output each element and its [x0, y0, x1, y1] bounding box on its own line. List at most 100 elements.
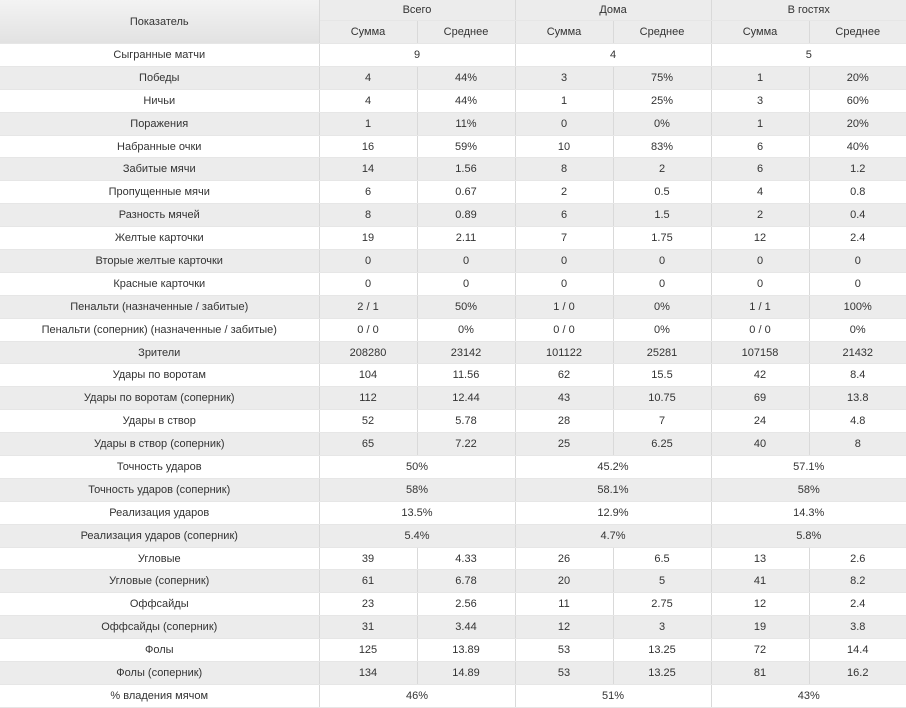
table-cell: 0 — [809, 272, 906, 296]
table-cell: 4 — [319, 89, 418, 113]
table-cell: 3 — [515, 66, 614, 90]
table-cell: 7 — [515, 226, 614, 251]
table-cell: 16.2 — [809, 661, 906, 685]
table-cell: 0% — [613, 112, 712, 136]
table-cell: 0 — [515, 272, 614, 296]
table-cell: 0.5 — [613, 180, 712, 205]
subheader-average: Среднее — [809, 20, 906, 44]
table-cell: 1.5 — [613, 203, 712, 228]
table-cell: 14.89 — [417, 661, 516, 685]
table-cell: 13.25 — [613, 638, 712, 663]
table-cell: 6.25 — [613, 432, 712, 457]
table-cell: 4.7% — [515, 524, 712, 548]
table-cell: 42 — [711, 363, 810, 388]
subheader-sum: Сумма — [319, 20, 418, 44]
table-cell: 0 / 0 — [711, 318, 810, 342]
table-row: Пенальти (назначенные / забитые) 2 / 1 50%… — [0, 295, 906, 319]
table-cell: 53 — [515, 638, 614, 663]
table-cell: 58% — [319, 478, 516, 502]
table-cell: 2.75 — [613, 592, 712, 617]
row-label: Сыгранные матчи — [0, 43, 320, 67]
table-cell: 3.8 — [809, 615, 906, 640]
row-label: % владения мячом — [0, 684, 320, 708]
table-cell: 4 — [711, 180, 810, 205]
table-cell: 0 — [711, 249, 810, 273]
table-row: Разность мячей 8 0.89 6 1.5 2 0.4 — [0, 203, 906, 228]
table-row: Точность ударов 50% 45.2% 57.1% — [0, 455, 906, 479]
table-cell: 3 — [613, 615, 712, 640]
table-cell: 50% — [417, 295, 516, 319]
table-cell: 13.25 — [613, 661, 712, 685]
table-cell: 2.4 — [809, 226, 906, 251]
table-cell: 11.56 — [417, 363, 516, 388]
subheader-sum: Сумма — [711, 20, 810, 44]
table-cell: 0.8 — [809, 180, 906, 205]
table-cell: 2 — [515, 180, 614, 205]
row-label: Угловые — [0, 547, 320, 571]
table-cell: 69 — [711, 386, 810, 411]
table-cell: 5.8% — [711, 524, 906, 548]
table-cell: 0 — [613, 272, 712, 296]
row-label: Вторые желтые карточки — [0, 249, 320, 273]
table-cell: 8 — [809, 432, 906, 457]
table-cell: 2.6 — [809, 547, 906, 571]
table-row: Желтые карточки 19 2.11 7 1.75 12 2.4 — [0, 226, 906, 251]
row-label: Забитые мячи — [0, 157, 320, 182]
table-row: Оффсайды (соперник) 31 3.44 12 3 19 3.8 — [0, 615, 906, 640]
table-cell: 20% — [809, 66, 906, 90]
group-header-away: В гостях — [711, 0, 906, 21]
table-cell: 101122 — [515, 341, 614, 365]
table-cell: 81 — [711, 661, 810, 685]
table-cell: 10 — [515, 135, 614, 159]
table-cell: 6.5 — [613, 547, 712, 571]
table-cell: 83% — [613, 135, 712, 159]
table-cell: 107158 — [711, 341, 810, 365]
table-cell: 7.22 — [417, 432, 516, 457]
table-cell: 26 — [515, 547, 614, 571]
table-cell: 104 — [319, 363, 418, 388]
table-row: Удары в створ (соперник) 65 7.22 25 6.25 40 8 — [0, 432, 906, 457]
row-label: Оффсайды — [0, 592, 320, 617]
row-label: Пенальти (назначенные / забитые) — [0, 295, 320, 319]
row-label: Точность ударов — [0, 455, 320, 479]
table-cell: 23 — [319, 592, 418, 617]
table-cell: 8.4 — [809, 363, 906, 388]
table-cell: 19 — [319, 226, 418, 251]
row-label: Удары по воротам — [0, 363, 320, 388]
table-cell: 41 — [711, 569, 810, 594]
table-cell: 125 — [319, 638, 418, 663]
table-cell: 2.4 — [809, 592, 906, 617]
stats-body: Сыгранные матчи 9 4 5 Победы 4 44% 3 75% 1 20% Ничь… — [0, 43, 906, 708]
table-cell: 25% — [613, 89, 712, 113]
table-row: Фолы (соперник) 134 14.89 53 13.25 81 16.2 — [0, 661, 906, 685]
table-cell: 5.4% — [319, 524, 516, 548]
table-cell: 6 — [711, 157, 810, 182]
table-cell: 39 — [319, 547, 418, 571]
table-cell: 0 / 0 — [515, 318, 614, 342]
table-cell: 1.2 — [809, 157, 906, 182]
table-cell: 100% — [809, 295, 906, 319]
row-label: Угловые (соперник) — [0, 569, 320, 594]
table-cell: 0 — [319, 272, 418, 296]
table-cell: 1 / 0 — [515, 295, 614, 319]
row-label: Набранные очки — [0, 135, 320, 159]
table-cell: 25 — [515, 432, 614, 457]
table-cell: 0% — [613, 318, 712, 342]
table-row: Оффсайды 23 2.56 11 2.75 12 2.4 — [0, 592, 906, 617]
table-cell: 5.78 — [417, 409, 516, 434]
table-cell: 0% — [613, 295, 712, 319]
table-cell: 5 — [613, 569, 712, 594]
table-cell: 1 — [319, 112, 418, 136]
table-cell: 6 — [515, 203, 614, 228]
table-cell: 20% — [809, 112, 906, 136]
row-label: Зрители — [0, 341, 320, 365]
table-cell: 31 — [319, 615, 418, 640]
table-row: Вторые желтые карточки 0 0 0 0 0 0 — [0, 249, 906, 273]
table-cell: 3.44 — [417, 615, 516, 640]
table-cell: 0% — [809, 318, 906, 342]
table-row: Зрители 208280 23142 101122 25281 107158 21432 — [0, 341, 906, 365]
table-row: Пропущенные мячи 6 0.67 2 0.5 4 0.8 — [0, 180, 906, 205]
table-cell: 43% — [711, 684, 906, 708]
table-row: Пенальти (соперник) (назначенные / забит… — [0, 318, 906, 342]
table-cell: 11 — [515, 592, 614, 617]
